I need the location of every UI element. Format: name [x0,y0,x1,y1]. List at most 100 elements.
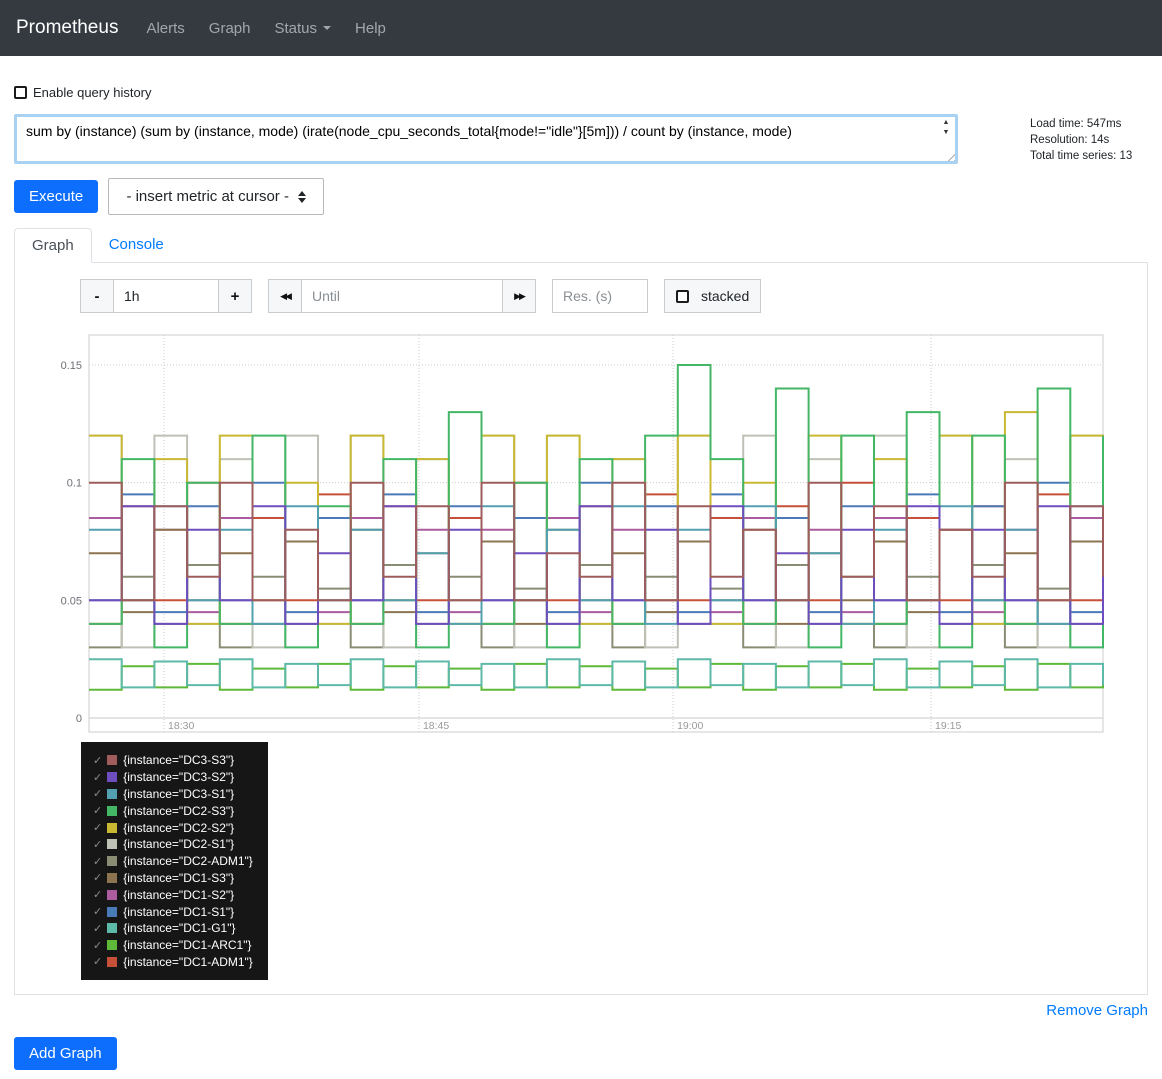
legend-color-swatch [107,805,118,816]
legend-check-icon: ✓ [93,906,103,919]
stacked-label[interactable]: stacked [701,288,750,304]
time-group: ◀◀ ▶▶ [268,279,536,313]
series-line [89,658,1104,689]
legend-series-label: {instance="DC3-S3"} [123,753,235,768]
chart-legend: ✓ {instance="DC3-S3"} ✓ {instance="DC3-S2"}… [81,742,268,981]
legend-color-swatch [107,956,118,967]
legend-check-icon: ✓ [93,922,103,935]
tab-bar: Graph Console [14,228,1148,263]
add-graph-button[interactable]: Add Graph [14,1037,117,1071]
legend-item[interactable]: ✓ {instance="DC2-S3"} [93,802,258,819]
legend-item[interactable]: ✓ {instance="DC1-ADM1"} [93,954,258,971]
insert-metric-select-value: - insert metric at cursor - [126,188,289,205]
legend-check-icon: ✓ [93,889,103,902]
legend-item[interactable]: ✓ {instance="DC3-S1"} [93,786,258,803]
legend-item[interactable]: ✓ {instance="DC1-G1"} [93,920,258,937]
legend-series-label: {instance="DC1-S1"} [123,904,235,919]
range-increase-button[interactable]: + [218,279,252,313]
nav-item-help[interactable]: Help [355,20,386,37]
range-group: - + [80,279,252,313]
nav-item-help-label: Help [355,19,386,37]
stacked-toggle[interactable]: stacked [664,279,762,313]
legend-check-icon: ✓ [93,855,103,868]
legend-item[interactable]: ✓ {instance="DC1-S2"} [93,886,258,903]
legend-check-icon: ✓ [93,805,103,818]
graph-panel: - + ◀◀ ▶▶ stacked 0 0.05 0.1 0.15 18:30 18:45… [14,263,1148,996]
remove-graph-link[interactable]: Remove Graph [1046,1002,1148,1020]
x-axis-tick-label: 18:45 [423,720,449,732]
legend-check-icon: ✓ [93,872,103,885]
legend-color-swatch [107,755,118,766]
resolution-input[interactable] [552,279,648,313]
legend-color-swatch [107,940,118,951]
textarea-scroll-rail: ▲ ▼ [938,118,954,160]
legend-item[interactable]: ✓ {instance="DC2-ADM1"} [93,853,258,870]
resize-grip-icon[interactable] [945,151,955,161]
load-time-text: Load time: 547ms [1030,118,1122,130]
query-history-label[interactable]: Enable query history [33,85,152,100]
legend-item[interactable]: ✓ {instance="DC1-S3"} [93,870,258,887]
nav-item-alerts[interactable]: Alerts [146,20,184,37]
query-expression-input[interactable]: sum by (instance) (sum by (instance, mod… [17,117,955,149]
query-history-checkbox[interactable] [14,86,27,99]
x-axis-tick-label: 19:00 [677,720,703,732]
legend-item[interactable]: ✓ {instance="DC1-ARC1"} [93,937,258,954]
series-line [89,434,1104,649]
nav-item-status-label: Status [274,19,318,37]
legend-series-label: {instance="DC3-S2"} [123,770,235,785]
legend-color-swatch [107,822,118,833]
query-stats: Load time: 547ms Resolution: 14s Total t… [1030,114,1148,164]
legend-series-label: {instance="DC1-ARC1"} [123,938,252,953]
insert-metric-select[interactable]: - insert metric at cursor - [108,178,325,215]
range-decrease-button[interactable]: - [80,279,114,313]
legend-series-label: {instance="DC1-G1"} [123,921,236,936]
forward-button[interactable]: ▶▶ [502,279,536,313]
legend-series-label: {instance="DC2-S1"} [123,837,235,852]
rewind-button[interactable]: ◀◀ [268,279,302,313]
nav-item-alerts-label: Alerts [146,19,185,37]
legend-item[interactable]: ✓ {instance="DC2-S2"} [93,819,258,836]
legend-item[interactable]: ✓ {instance="DC3-S3"} [93,752,258,769]
legend-item[interactable]: ✓ {instance="DC2-S1"} [93,836,258,853]
rewind-icon: ◀◀ [280,290,292,301]
legend-series-label: {instance="DC2-S2"} [123,820,235,835]
range-input[interactable] [113,279,219,313]
tab-console[interactable]: Console [108,236,164,253]
legend-color-swatch [107,923,118,934]
brand-link[interactable]: Prometheus [16,17,119,38]
scroll-up-icon[interactable]: ▲ [942,119,950,126]
graph-controls: - + ◀◀ ▶▶ stacked [80,279,1147,313]
resolution-text: Resolution: 14s [1030,134,1110,146]
query-row: sum by (instance) (sum by (instance, mod… [14,114,1148,164]
legend-series-label: {instance="DC1-S3"} [123,870,235,885]
x-axis-tick-label: 18:30 [168,720,194,732]
legend-item[interactable]: ✓ {instance="DC3-S2"} [93,769,258,786]
legend-check-icon: ✓ [93,754,103,767]
legend-color-swatch [107,856,118,867]
query-history-row: Enable query history [14,85,1148,100]
legend-check-icon: ✓ [93,822,103,835]
stacked-checkbox[interactable] [676,289,689,303]
legend-color-swatch [107,772,118,783]
execute-button[interactable]: Execute [14,180,99,213]
nav-item-graph[interactable]: Graph [209,20,251,37]
navbar: Prometheus Alerts Graph Status Help [0,0,1162,56]
y-axis-tick-label: 0.05 [61,595,82,607]
tab-graph[interactable]: Graph [14,228,92,263]
y-axis-tick-label: 0.1 [67,478,82,490]
timeseries-chart[interactable]: 0 0.05 0.1 0.15 18:30 18:45 19:00 19:15 [49,333,1111,735]
nav-item-status[interactable]: Status [275,20,332,37]
legend-check-icon: ✓ [93,788,103,801]
y-axis-tick-label: 0.15 [61,360,82,372]
legend-check-icon: ✓ [93,939,103,952]
legend-series-label: {instance="DC2-S3"} [123,803,235,818]
until-input[interactable] [301,279,503,313]
legend-check-icon: ✓ [93,956,103,969]
legend-check-icon: ✓ [93,838,103,851]
scroll-down-icon[interactable]: ▼ [942,129,950,136]
legend-item[interactable]: ✓ {instance="DC1-S1"} [93,903,258,920]
add-graph-row: Add Graph [14,1037,1148,1079]
select-updown-icon [297,190,306,203]
legend-color-swatch [107,788,118,799]
